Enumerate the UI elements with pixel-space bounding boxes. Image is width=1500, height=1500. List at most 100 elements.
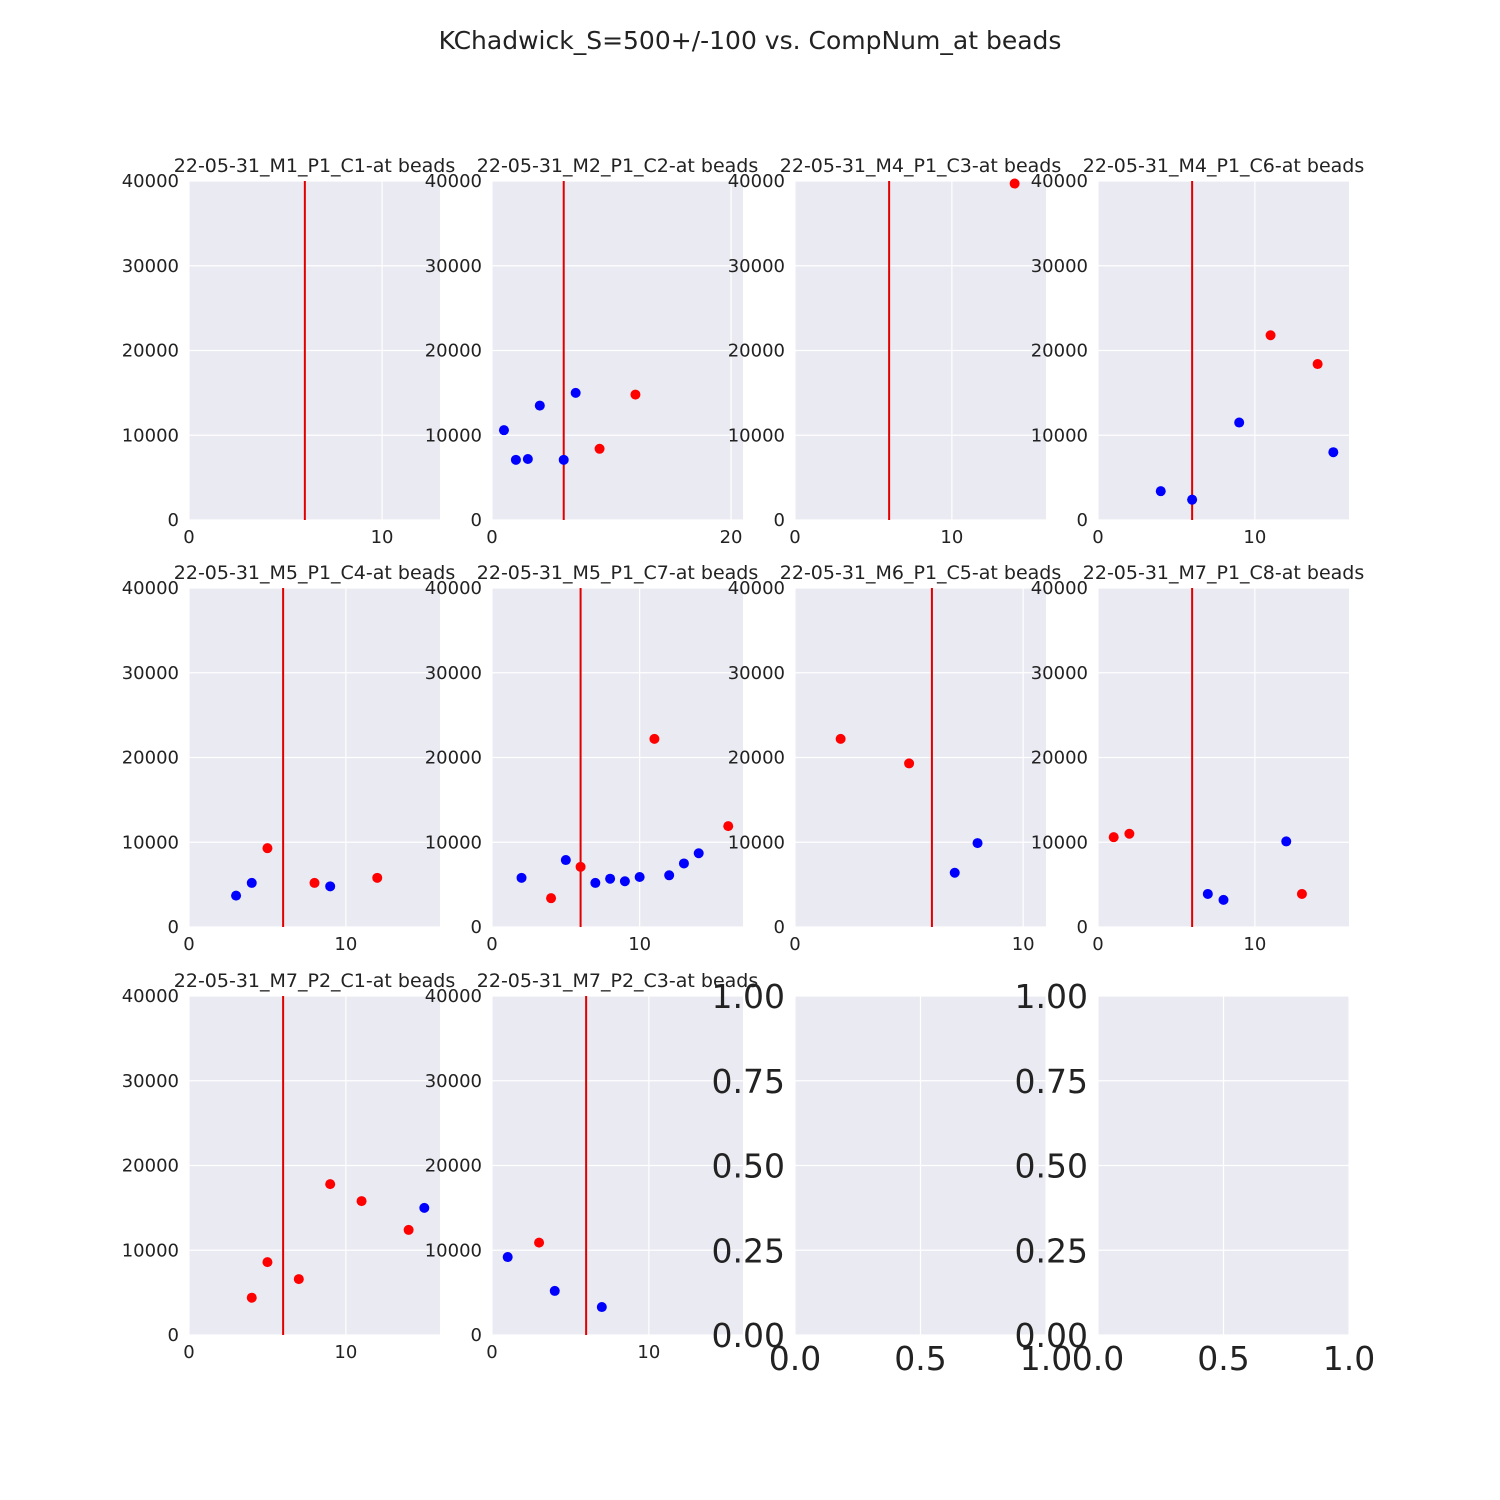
y-tick-label: 20000 (728, 748, 785, 769)
data-point-blue (325, 881, 336, 892)
x-tick-label: 1.0 (1020, 1339, 1072, 1378)
data-point-blue (664, 870, 675, 881)
y-tick-label: 0 (471, 917, 482, 938)
x-tick-label: 0 (183, 1342, 194, 1363)
data-point-red (1124, 828, 1135, 839)
subplot-title: 22-05-31_M7_P1_C8-at beads (1083, 562, 1364, 584)
subplot-9: 0 10 0 10000 20000 30000 4000022-05-31_M7_P2_C… (122, 970, 456, 1363)
y-tick-label: 0 (168, 917, 179, 938)
y-tick-label: 10000 (425, 832, 482, 853)
subplot-title: 22-05-31_M4_P1_C3-at beads (780, 155, 1061, 177)
x-tick-label: 0.5 (1197, 1339, 1249, 1378)
y-tick-label: 20000 (425, 748, 482, 769)
y-tick-label: 40000 (122, 171, 179, 192)
y-tick-label: 0 (168, 510, 179, 531)
x-tick-label: 0 (1092, 527, 1103, 548)
y-tick-label: 20000 (425, 1156, 482, 1177)
data-point-red (723, 821, 734, 832)
subplot-6: 0 10 0 10000 20000 30000 4000022-05-31_M5_P1_C… (425, 562, 759, 955)
subplot-title: 22-05-31_M6_P1_C5-at beads (780, 562, 1061, 584)
data-point-blue (522, 453, 533, 464)
data-point-red (1108, 832, 1119, 843)
y-tick-label: 40000 (122, 986, 179, 1007)
data-point-blue (693, 848, 704, 859)
data-point-red (594, 443, 605, 454)
y-tick-label: 10000 (728, 832, 785, 853)
y-tick-label: 40000 (122, 578, 179, 599)
data-point-blue (419, 1202, 430, 1213)
x-tick-label: 0 (486, 527, 497, 548)
data-point-blue (231, 890, 242, 901)
y-tick-label: 0 (168, 1325, 179, 1346)
x-tick-label: 0.0 (769, 1339, 821, 1378)
subplot-title: 22-05-31_M5_P1_C4-at beads (174, 562, 455, 584)
data-point-red (246, 1292, 257, 1303)
data-point-red (546, 893, 557, 904)
y-tick-label: 0.00 (712, 1316, 785, 1355)
y-tick-label: 20000 (122, 748, 179, 769)
y-tick-label: 10000 (122, 425, 179, 446)
y-tick-label: 30000 (425, 256, 482, 277)
y-tick-label: 0 (471, 510, 482, 531)
x-tick-label: 10 (1243, 934, 1266, 955)
subplot-title: 22-05-31_M4_P1_C6-at beads (1083, 155, 1364, 177)
y-tick-label: 20000 (728, 341, 785, 362)
data-point-blue (678, 858, 689, 869)
subplot-8: 0 10 0 10000 20000 30000 4000022-05-31_M7_P1_C… (1031, 562, 1365, 955)
y-tick-label: 10000 (122, 832, 179, 853)
y-tick-label: 20000 (1031, 341, 1088, 362)
data-point-red (356, 1196, 367, 1207)
data-point-blue (1281, 836, 1292, 847)
x-tick-label: 0 (789, 527, 800, 548)
y-tick-label: 30000 (728, 663, 785, 684)
data-point-blue (558, 454, 569, 465)
x-tick-label: 10 (1243, 527, 1266, 548)
y-tick-label: 0.75 (1015, 1062, 1088, 1101)
y-tick-label: 0.50 (1015, 1147, 1088, 1186)
data-point-blue (549, 1285, 560, 1296)
data-point-blue (1202, 888, 1213, 899)
subplot-12: 0.0 0.5 1.00.000.250.500.751.00 (1015, 977, 1376, 1378)
y-tick-label: 10000 (1031, 425, 1088, 446)
y-tick-label: 0.50 (712, 1147, 785, 1186)
data-point-red (649, 733, 660, 744)
y-tick-label: 30000 (122, 663, 179, 684)
y-tick-label: 40000 (728, 171, 785, 192)
y-tick-label: 10000 (425, 425, 482, 446)
y-tick-label: 10000 (728, 425, 785, 446)
data-point-red (1312, 359, 1323, 370)
subplot-7: 0 10 0 10000 20000 30000 4000022-05-31_M6_P1_C… (728, 562, 1062, 955)
x-tick-label: 10 (637, 1342, 660, 1363)
data-point-red (904, 758, 915, 769)
subplot-2: 0 20 0 10000 20000 30000 4000022-05-31_M2_P1_C… (425, 155, 759, 548)
data-point-blue (1155, 486, 1166, 497)
y-tick-label: 0.25 (712, 1231, 785, 1270)
y-tick-label: 10000 (425, 1240, 482, 1261)
data-point-blue (1218, 894, 1229, 905)
x-tick-label: 1.0 (1323, 1339, 1375, 1378)
y-tick-label: 0 (1077, 917, 1088, 938)
figure-title: KChadwick_S=500+/-100 vs. CompNum_at bea… (439, 26, 1062, 55)
data-point-blue (516, 872, 527, 883)
data-point-red (630, 389, 641, 400)
subplot-10: 0 10 0 10000 20000 30000 4000022-05-31_M7_P2_C… (425, 970, 759, 1363)
x-tick-label: 0 (1092, 934, 1103, 955)
x-tick-label: 10 (940, 527, 963, 548)
x-tick-label: 0.0 (1072, 1339, 1124, 1378)
y-tick-label: 20000 (122, 1156, 179, 1177)
x-tick-label: 10 (334, 934, 357, 955)
y-tick-label: 30000 (122, 256, 179, 277)
y-tick-label: 1.00 (1015, 977, 1088, 1016)
y-tick-label: 0.25 (1015, 1231, 1088, 1270)
x-tick-label: 0 (789, 934, 800, 955)
data-point-red (262, 843, 273, 854)
x-tick-label: 0 (486, 934, 497, 955)
x-tick-label: 20 (720, 527, 743, 548)
y-tick-label: 0 (1077, 510, 1088, 531)
data-point-blue (570, 387, 581, 398)
y-tick-label: 1.00 (712, 977, 785, 1016)
x-tick-label: 10 (334, 1342, 357, 1363)
subplot-5: 0 10 0 10000 20000 30000 4000022-05-31_M5_P1_C… (122, 562, 456, 955)
x-tick-label: 10 (1012, 934, 1035, 955)
y-tick-label: 0.75 (712, 1062, 785, 1101)
